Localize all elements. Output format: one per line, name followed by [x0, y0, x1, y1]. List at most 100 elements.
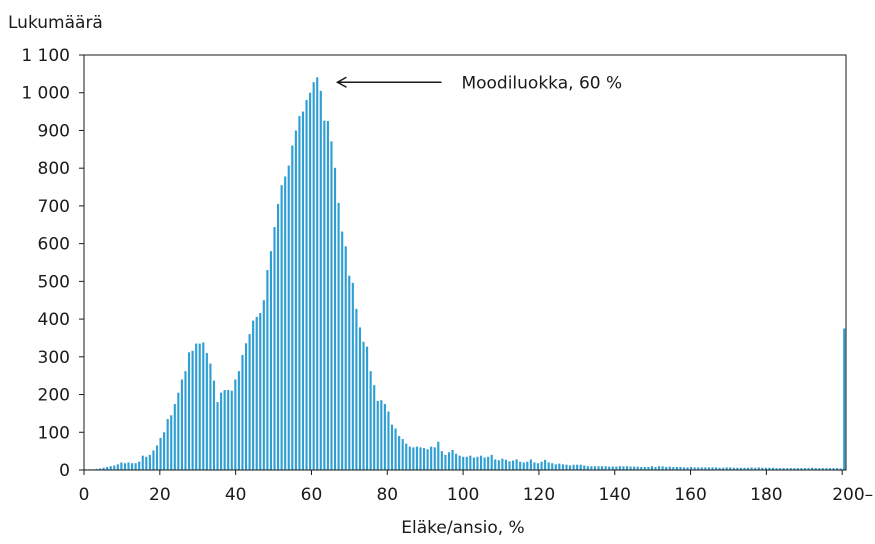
histogram-bar — [166, 419, 169, 470]
histogram-bar — [650, 466, 654, 470]
histogram-bar — [479, 455, 483, 470]
histogram-bar — [761, 467, 764, 470]
histogram-bar — [326, 121, 329, 471]
histogram-bar — [750, 467, 753, 470]
histogram-bar — [430, 446, 433, 470]
histogram-bar — [593, 466, 597, 470]
histogram-bar — [408, 446, 411, 470]
histogram-bar — [490, 454, 493, 470]
histogram-bar — [604, 466, 607, 470]
histogram-bar — [836, 468, 839, 470]
histogram-bar — [187, 352, 191, 470]
histogram-bar — [394, 428, 397, 470]
histogram-bar — [512, 460, 515, 470]
histogram-bar — [276, 204, 280, 470]
histogram-bar — [113, 465, 116, 470]
histogram-bar — [497, 460, 500, 470]
histogram-bar — [252, 320, 255, 470]
histogram-bar — [618, 466, 621, 470]
histogram-bar — [789, 468, 792, 470]
histogram-bar — [248, 334, 251, 470]
histogram-bar — [419, 447, 422, 470]
histogram-bar — [633, 466, 636, 470]
histogram-bar — [825, 468, 828, 470]
histogram-bar — [568, 465, 572, 470]
histogram-bar — [462, 456, 465, 470]
histogram-bar — [657, 466, 661, 470]
histogram-bar — [487, 456, 490, 470]
histogram-bar — [615, 466, 618, 470]
histogram-bar — [529, 459, 532, 470]
histogram-bar — [764, 467, 767, 470]
histogram-bar — [483, 457, 486, 470]
histogram-bar — [116, 464, 119, 470]
histogram-bar — [743, 467, 746, 470]
histogram-bar — [747, 467, 750, 470]
histogram-bar — [184, 371, 187, 470]
histogram-bar — [722, 467, 725, 470]
histogram-bar — [636, 466, 639, 470]
histogram-bar — [494, 459, 497, 470]
histogram-bar — [230, 390, 233, 470]
y-tick-label: 1 100 — [21, 46, 70, 66]
histogram-bar — [597, 466, 600, 470]
histogram-bar — [180, 379, 183, 470]
histogram-bar — [504, 459, 508, 470]
histogram-bar — [366, 346, 369, 470]
histogram-bar — [355, 308, 358, 470]
histogram-bar — [718, 467, 721, 470]
y-tick-label: 900 — [38, 121, 70, 141]
histogram-bar — [654, 466, 657, 470]
histogram-bar — [661, 466, 664, 470]
histogram-bar — [839, 468, 842, 470]
histogram-bar — [234, 379, 237, 470]
histogram-bar — [469, 455, 472, 470]
histogram-bar — [195, 343, 198, 470]
histogram-bar — [622, 466, 625, 470]
histogram-bar — [198, 343, 201, 470]
histogram-bar — [305, 99, 308, 471]
histogram-bar — [444, 454, 447, 470]
histogram-bar — [440, 451, 443, 470]
histogram-bar — [465, 456, 468, 470]
histogram-bar — [358, 327, 362, 470]
histogram-bar — [287, 165, 290, 471]
y-tick-label: 100 — [38, 423, 70, 443]
histogram-bar — [244, 343, 248, 470]
histogram-bar — [141, 455, 144, 470]
histogram-bar — [123, 463, 127, 470]
histogram-bar — [131, 463, 134, 470]
histogram-bar — [540, 461, 543, 470]
histogram-bar — [672, 466, 675, 470]
plot-frame — [83, 54, 847, 471]
histogram-bar — [601, 466, 604, 470]
histogram-bar — [828, 468, 832, 470]
x-tick-label: 60 — [301, 485, 323, 505]
histogram-bar — [775, 468, 778, 470]
histogram-bar — [786, 468, 789, 470]
histogram-bar — [341, 231, 344, 470]
x-tick-label: 40 — [225, 485, 247, 505]
histogram-bar — [291, 145, 294, 471]
histogram-bar — [155, 445, 159, 470]
histogram-bar — [426, 449, 429, 470]
histogram-bar — [476, 456, 479, 470]
histogram-bar — [814, 468, 817, 470]
histogram-bar — [700, 467, 703, 470]
histogram-bar — [376, 400, 379, 470]
histogram-bar — [697, 467, 700, 470]
histogram-bar — [579, 464, 582, 470]
y-tick-label: 1 000 — [21, 84, 70, 104]
histogram-bar — [269, 251, 273, 470]
histogram-bar — [821, 468, 824, 470]
histogram-bar — [390, 424, 394, 470]
histogram-bar — [369, 371, 372, 470]
histogram-bar — [159, 437, 162, 470]
histogram-bar — [754, 467, 757, 470]
histogram-bar — [348, 275, 351, 470]
mode-annotation: Moodiluokka, 60 % — [335, 73, 622, 93]
y-tick-label: 800 — [38, 159, 70, 179]
y-tick-label: 0 — [59, 461, 70, 481]
histogram-bar — [106, 466, 109, 470]
histogram-bar — [170, 415, 173, 470]
